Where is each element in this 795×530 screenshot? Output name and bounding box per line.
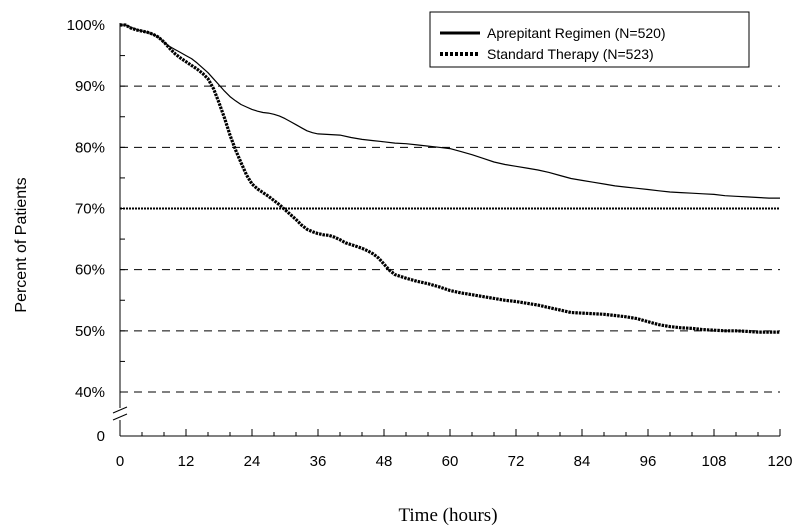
grid-lines — [120, 85, 780, 393]
series-line-aprepitant — [120, 24, 780, 199]
y-tick-label-70: 70% — [75, 201, 105, 218]
series-line-standard — [120, 23, 780, 334]
y-tick-label-zero: 0 — [97, 428, 105, 445]
axes — [112, 23, 781, 437]
y-tick-label-60: 60% — [75, 262, 105, 279]
y-tick-label-90: 90% — [75, 78, 105, 95]
x-tick-label-60: 60 — [442, 453, 459, 470]
tick-labels: 40% 50% 60% 70% 80% 90% 100% 00 12 24 36 48 60 72 84 96… — [67, 17, 793, 470]
x-tick-label-84: 84 — [574, 453, 591, 470]
x-tick-label-24: 24 — [244, 453, 261, 470]
x-tick-label-36: 36 — [310, 453, 327, 470]
x-axis-label: Time (hours) — [398, 505, 497, 526]
axis-break-mark — [112, 406, 128, 421]
x-tick-label-120: 120 — [767, 453, 792, 470]
series-lines — [120, 23, 780, 334]
legend-label-aprepitant: Aprepitant Regimen (N=520) — [487, 25, 666, 41]
y-tick-label-80: 80% — [75, 139, 105, 156]
y-tick-label-100: 100% — [67, 17, 105, 34]
x-tick-label-96: 96 — [640, 453, 657, 470]
legend-label-standard: Standard Therapy (N=523) — [487, 46, 654, 62]
y-tick-label-50: 50% — [75, 323, 105, 340]
x-tick-label-72: 72 — [508, 453, 525, 470]
x-tick-label-0: 0 — [116, 453, 124, 470]
y-axis-label: Percent of Patients — [13, 177, 30, 312]
legend: Aprepitant Regimen (N=520) Standard Ther… — [429, 11, 750, 68]
x-tick-label-12: 12 — [178, 453, 195, 470]
x-tick-label-48: 48 — [376, 453, 393, 470]
y-tick-label-40: 40% — [75, 384, 105, 401]
legend-box — [429, 11, 750, 68]
x-tick-label-108: 108 — [701, 453, 726, 470]
